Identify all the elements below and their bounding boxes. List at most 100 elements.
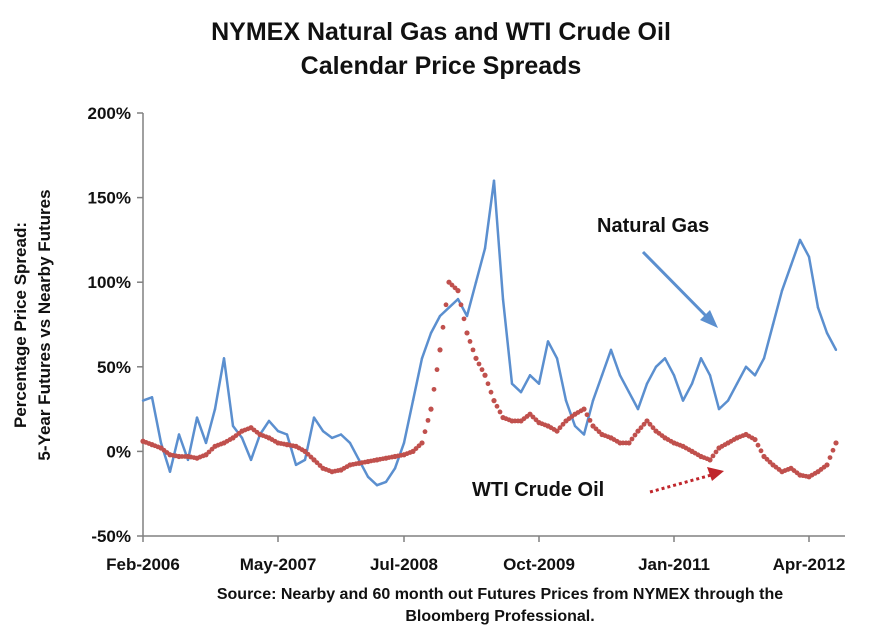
wti-crude-oil-point [752,436,758,443]
natural-gas-point [168,470,172,473]
natural-gas-point [276,429,280,433]
wti-crude-oil-point [419,440,425,446]
natural-gas-point [438,314,442,318]
natural-gas-point [141,399,145,402]
natural-gas-point [681,399,685,402]
wti-crude-oil-interp-dot [413,446,419,451]
natural-gas-point [240,436,244,440]
natural-gas-point [726,399,730,402]
natural-gas-point [384,480,388,484]
natural-gas-point [312,416,316,419]
wti-crude-oil-point [464,330,470,336]
y-tick-label: 200% [88,104,131,123]
natural-gas-point [645,382,649,385]
natural-gas-series [141,179,838,487]
wti-crude-oil-interp-dot [557,425,563,431]
wti-crude-oil-point [626,440,632,446]
natural-gas-point [159,441,163,445]
wti-crude-oil-arrowhead [707,467,724,481]
natural-gas-point [798,238,802,242]
wti-crude-oil-series [140,279,839,480]
wti-crude-oil-interp-dot [827,455,833,461]
natural-gas-point [348,441,352,445]
natural-gas-point [204,441,208,445]
wti-crude-oil-point [554,428,560,434]
natural-gas-point [780,289,784,292]
wti-crude-oil-interp-dot [434,367,440,373]
wti-crude-oil-point [644,418,650,424]
wti-crude-oil-interp-dot [494,403,500,409]
wti-crude-oil-interp-dot [560,421,566,427]
wti-crude-oil-interp-dot [305,451,311,457]
natural-gas-arrow-line [641,250,714,324]
wti-crude-oil-interp-dot [431,386,437,392]
wti-crude-oil-interp-dot [641,421,647,427]
natural-gas-annotation: Natural Gas [597,215,709,237]
source-note: Source: Nearby and 60 month out Futures … [150,584,850,628]
natural-gas-point [393,467,397,470]
wti-crude-oil-point [824,462,830,468]
natural-gas-point [744,365,748,368]
y-axis-title-line2: 5-Year Futures vs Nearby Futures [35,189,54,460]
natural-gas-point [330,436,334,440]
natural-gas-point [375,484,379,487]
y-tick-label: 150% [88,189,131,208]
wti-crude-oil-point [437,347,443,353]
wti-crude-oil-interp-dot [710,453,716,459]
source-line2: Bloomberg Professional. [405,608,595,625]
natural-gas-point [411,399,415,402]
chart-axes: -50% 0% 50% 100% 150% 200% Feb-2006 May-2007 Jul… [88,104,846,574]
natural-gas-point [186,458,190,462]
y-tick-label: 100% [88,273,131,292]
natural-gas-point [456,297,460,301]
natural-gas-point [231,424,235,428]
natural-gas-point [420,357,424,360]
natural-gas-point [807,255,811,259]
wti-crude-oil-interp-dot [632,432,638,438]
natural-gas-point [735,382,739,385]
wti-crude-oil-interp-dot [638,425,644,431]
wti-crude-oil-interp-dot [584,412,590,418]
natural-gas-point [519,390,523,394]
natural-gas-point [753,374,757,377]
wti-crude-oil-interp-dot [440,324,446,330]
chart-title-line2: Calendar Price Spreads [300,52,582,80]
wti-crude-oil-interp-dot [461,316,467,322]
natural-gas-point [249,458,253,462]
natural-gas-point [816,306,820,309]
wti-crude-oil-interp-dot [476,361,482,367]
chart-annotations: Natural Gas WTI Crude Oil [472,215,724,501]
natural-gas-point [465,314,469,318]
x-tick-label: Oct-2009 [503,555,575,574]
wti-crude-oil-interp-dot [425,417,431,423]
wti-crude-oil-interp-dot [530,414,536,420]
natural-gas-point [546,340,550,343]
wti-crude-oil-interp-dot [755,442,761,448]
y-tick-label: -50% [91,527,131,546]
natural-gas-point [618,374,622,377]
natural-gas-point [573,424,577,428]
natural-gas-point [510,382,514,385]
natural-gas-point [474,281,478,284]
wti-crude-oil-interp-dot [314,460,320,466]
wti-crude-oil-interp-dot [449,282,455,288]
natural-gas-point [492,179,496,182]
wti-crude-oil-annotation: WTI Crude Oil [472,479,604,501]
wti-crude-oil-interp-dot [488,389,494,395]
wti-crude-oil-interp-dot [593,426,599,432]
natural-gas-point [582,433,586,436]
natural-gas-point [294,463,298,467]
natural-gas-arrowhead [700,310,718,328]
x-tick-label: Apr-2012 [773,555,846,574]
natural-gas-point [771,323,775,326]
natural-gas-point [267,419,271,423]
natural-gas-point [690,382,694,385]
natural-gas-point [321,429,325,433]
natural-gas-point [555,357,559,360]
y-tick-label: 0% [106,442,131,461]
wti-crude-oil-point [428,406,434,412]
natural-gas-point [672,374,676,377]
natural-gas-point [501,297,505,301]
natural-gas-point [717,407,721,411]
